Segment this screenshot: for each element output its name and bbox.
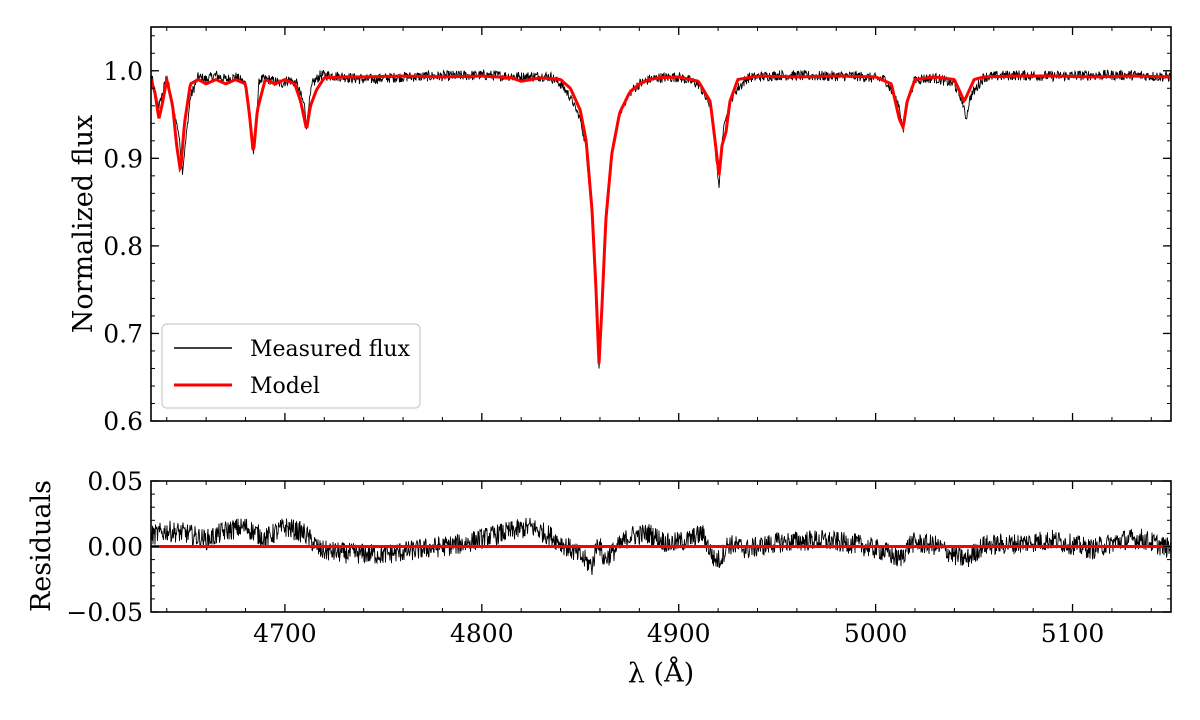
x-tick-labels: 4700 4800 4900 5000 5100 [253,619,1104,648]
y-tick-label: 1.0 [103,57,143,86]
y-tick-label: 0.05 [87,467,143,496]
x-tick-label: 5000 [844,619,908,648]
y-tick-label: 0.8 [103,232,143,261]
legend-model-label: Model [250,374,320,399]
residuals-y-tick-labels: 0.05 0.00 −0.05 [66,467,143,627]
x-axis-label: λ (Å) [628,656,694,689]
x-tick-label: 5100 [1041,619,1105,648]
residuals-ticks [151,480,1171,613]
x-tick-label: 4800 [450,619,514,648]
y-tick-label: 0.7 [103,319,143,348]
x-tick-label: 4900 [647,619,711,648]
y-tick-label: 0.9 [103,144,143,173]
residuals-panel: 0.05 0.00 −0.05 4700 4800 4900 5000 5100 Resid… [26,467,1172,689]
spectrum-y-tick-labels: 0.6 0.7 0.8 0.9 1.0 [103,57,143,436]
residuals-line [151,518,1171,575]
measured-flux-line [151,68,1171,369]
spectrum-y-axis-label: Normalized flux [68,115,99,333]
y-tick-label: 0.00 [87,533,143,562]
legend: Measured flux Model [161,323,421,409]
spectrum-plot-area [151,68,1171,369]
spectrum-panel: 0.6 0.7 0.8 0.9 1.0 Normalized flux Measured… [68,26,1172,436]
legend-measured-flux-label: Measured flux [250,337,411,362]
spectrum-axes-frame [150,26,1172,422]
residuals-plot-area [151,518,1171,575]
legend-box [161,323,421,409]
y-tick-label: −0.05 [66,598,143,627]
model-line [151,74,1171,364]
spectrum-ticks [151,27,1171,422]
residuals-y-axis-label: Residuals [26,480,57,612]
y-tick-label: 0.6 [103,407,143,436]
x-tick-label: 4700 [253,619,317,648]
